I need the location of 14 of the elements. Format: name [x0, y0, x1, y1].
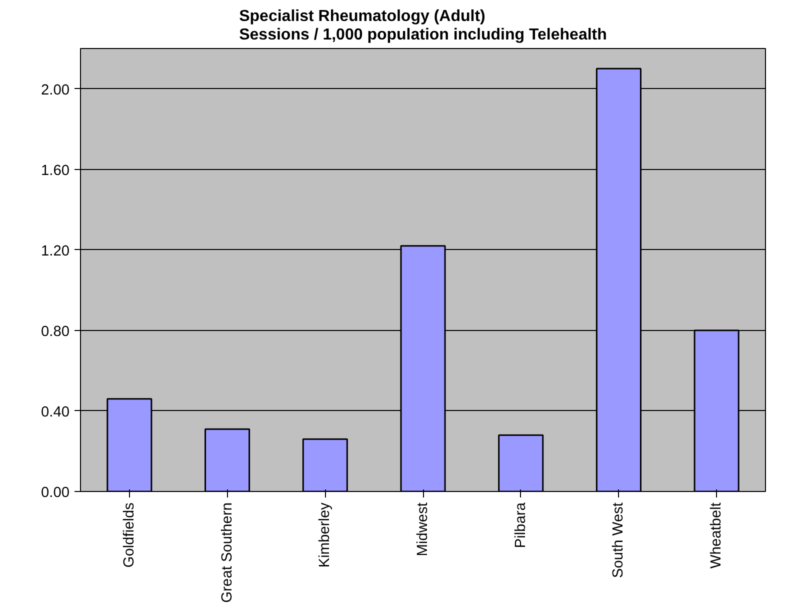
- x-tick-label: Midwest: [415, 502, 431, 556]
- y-tick-label: 1.20: [40, 243, 70, 260]
- x-tick-label: Kimberley: [317, 502, 334, 568]
- y-tick-label: 1.60: [40, 162, 70, 179]
- y-tick-label: 0.40: [40, 404, 70, 420]
- y-tick-label: 0.00: [40, 485, 70, 501]
- chart-title: Specialist Rheumatology (Adult) Sessions / 1,000 population including Telehealth: [239, 8, 607, 44]
- x-tick-label: Wheatbelt: [708, 502, 725, 568]
- y-tick-label: 0.80: [40, 324, 70, 340]
- x-tick-label: Pilbara: [512, 502, 529, 548]
- x-tick-label: South West: [610, 502, 627, 578]
- y-tick-label: 2.00: [40, 82, 70, 98]
- x-tick-label: Great Southern: [219, 502, 236, 603]
- x-tick-label: Goldfields: [121, 502, 138, 568]
